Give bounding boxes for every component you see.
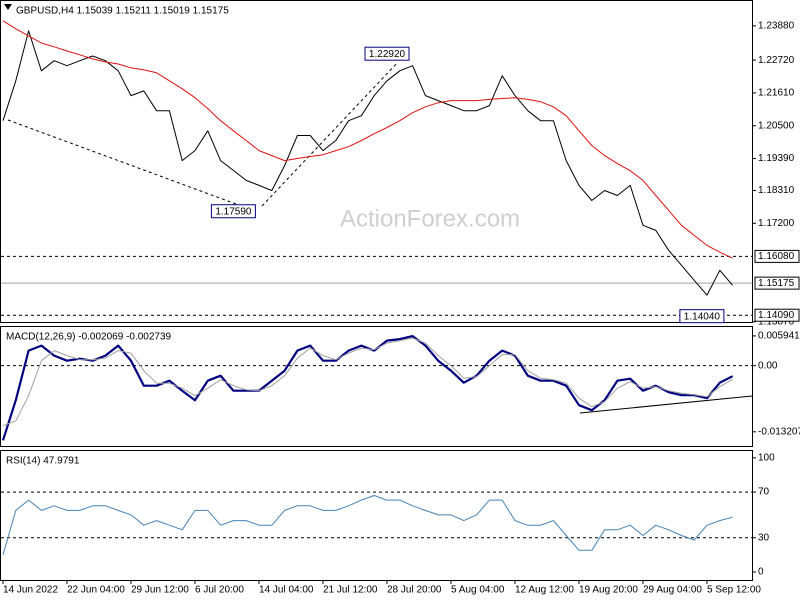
y-tick-label: 1.18310	[758, 185, 795, 196]
x-tick-label: 12 Aug 12:00	[515, 585, 574, 596]
y-tick-label: 1.19390	[758, 153, 795, 164]
x-tick-label: 14 Jul 04:00	[259, 585, 314, 596]
data-line	[2, 30, 733, 296]
y-tick-label: 100	[758, 452, 775, 463]
x-tick-label: 19 Aug 20:00	[579, 585, 638, 596]
level-label: 1.16080	[758, 251, 795, 262]
level-label-box	[754, 276, 800, 290]
x-tick-label: 14 Jun 2022	[3, 585, 58, 596]
y-tick-label: 70	[758, 487, 770, 498]
data-line	[2, 495, 733, 556]
annotation-box	[210, 204, 256, 219]
y-tick-label: 1.22720	[758, 55, 795, 66]
price-panel	[0, 0, 753, 323]
x-tick-label: 6 Jul 20:00	[195, 585, 244, 596]
x-tick-label: 29 Aug 04:00	[643, 585, 702, 596]
data-line	[2, 20, 733, 259]
macd-panel	[0, 326, 753, 447]
annotation-label: 1.17590	[215, 206, 252, 217]
y-tick-label: 30	[758, 532, 770, 543]
y-tick-label: 1.17200	[758, 218, 795, 229]
x-tick-label: 5 Aug 04:00	[451, 585, 505, 596]
x-tick-label: 29 Jun 12:00	[131, 585, 189, 596]
menu-marker	[4, 4, 12, 10]
x-tick-label: 5 Sep 12:00	[707, 585, 761, 596]
y-tick-label: 0	[758, 567, 764, 578]
y-tick-label: 1.13870	[758, 316, 795, 327]
y-tick-label: 1.20500	[758, 120, 795, 131]
trend-line	[7, 119, 237, 205]
trend-line	[579, 395, 753, 414]
annotation-label: 1.14040	[684, 311, 721, 322]
level-label-box	[754, 249, 800, 263]
chart-title: MACD(12,26,9) -0.002069 -0.002739	[6, 332, 172, 343]
data-line	[2, 337, 733, 427]
level-label: 1.15175	[758, 278, 795, 289]
x-tick-label: 21 Jul 12:00	[323, 585, 378, 596]
annotation-box	[679, 309, 725, 324]
x-tick-label: 28 Jul 20:00	[387, 585, 442, 596]
data-line	[1, 335, 734, 441]
y-tick-label: -0.013207	[758, 426, 800, 437]
chart-title: GBPUSD,H4 1.15039 1.15211 1.15019 1.1517…	[16, 6, 229, 17]
annotation-box	[364, 46, 410, 61]
y-tick-label: 1.23880	[758, 20, 795, 31]
annotation-label: 1.22920	[369, 49, 406, 60]
x-tick-label: 22 Jun 04:00	[67, 585, 125, 596]
y-tick-label: 1.21610	[758, 88, 795, 99]
level-label: 1.14090	[758, 310, 795, 321]
watermark: ActionForex.com	[340, 205, 520, 232]
y-tick-label: 0.00	[758, 360, 778, 371]
chart-title: RSI(14) 47.9791	[6, 456, 80, 467]
y-tick-label: 0.005941	[758, 331, 800, 342]
level-label-box	[754, 308, 800, 322]
rsi-panel	[0, 450, 753, 581]
